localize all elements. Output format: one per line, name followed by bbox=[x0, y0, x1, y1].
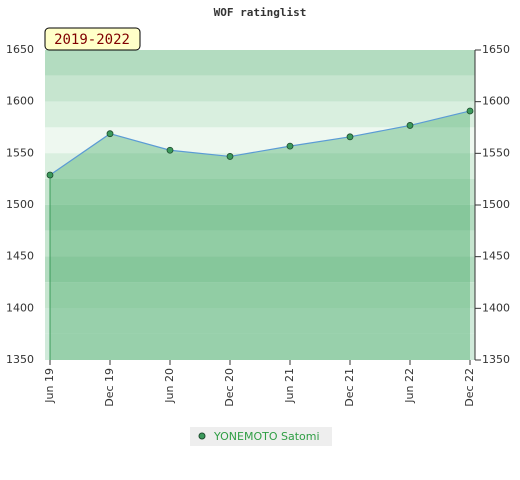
x-tick-label: Dec 21 bbox=[343, 368, 356, 407]
y-tick-label: 1500 bbox=[6, 198, 34, 211]
y-tick-label: 1400 bbox=[6, 301, 34, 314]
x-tick-label: Jun 22 bbox=[403, 368, 416, 404]
y2-tick-label: 1350 bbox=[482, 353, 510, 366]
x-tick-label: Dec 22 bbox=[463, 368, 476, 407]
y-tick-label: 1550 bbox=[6, 146, 34, 159]
chart-title: WOF ratinglist bbox=[214, 6, 307, 19]
plot-background bbox=[45, 50, 475, 360]
y-tick-label: 1600 bbox=[6, 95, 34, 108]
y2-tick-label: 1400 bbox=[482, 301, 510, 314]
legend-marker bbox=[198, 432, 206, 440]
y2-tick-label: 1550 bbox=[482, 146, 510, 159]
point bbox=[106, 130, 114, 138]
point bbox=[166, 146, 174, 154]
point bbox=[346, 133, 354, 141]
point bbox=[466, 107, 474, 115]
y-tick-label: 1350 bbox=[6, 353, 34, 366]
y-tick-label: 1650 bbox=[6, 43, 34, 56]
annotation: 2019-2022 bbox=[54, 32, 130, 48]
y2-tick-label: 1600 bbox=[482, 95, 510, 108]
x-tick-label: Jun 19 bbox=[43, 368, 56, 404]
point bbox=[226, 153, 234, 160]
y2-tick-label: 1500 bbox=[482, 198, 510, 211]
line bbox=[49, 110, 471, 176]
y2-tick-label: 1450 bbox=[482, 250, 510, 263]
point bbox=[46, 171, 54, 179]
x-tick-label: Jun 21 bbox=[283, 368, 296, 404]
point bbox=[406, 122, 414, 129]
legend-label: YONEMOTO Satomi bbox=[213, 430, 320, 443]
point bbox=[286, 142, 294, 150]
x-tick-label: Jun 20 bbox=[163, 368, 176, 404]
legend-box bbox=[190, 427, 332, 446]
x-tick-label: Dec 19 bbox=[103, 368, 116, 407]
y-tick-label: 1450 bbox=[6, 250, 34, 263]
annotation-box bbox=[44, 27, 141, 51]
area bbox=[50, 110, 470, 360]
y2-tick-label: 1650 bbox=[482, 43, 510, 56]
x-tick-label: Dec 20 bbox=[223, 368, 236, 407]
